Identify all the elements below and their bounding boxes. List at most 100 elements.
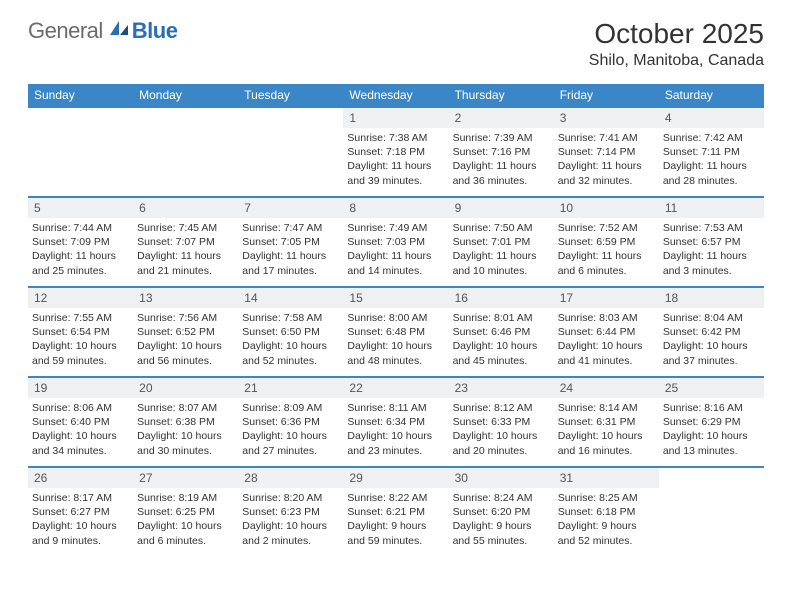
daylight-text: Daylight: 10 hours and 2 minutes. <box>242 519 339 547</box>
week-row: ...1Sunrise: 7:38 AMSunset: 7:18 PMDayli… <box>28 106 764 196</box>
sunset-text: Sunset: 7:03 PM <box>347 235 444 249</box>
sunrise-text: Sunrise: 7:56 AM <box>137 311 234 325</box>
day-cell: 3Sunrise: 7:41 AMSunset: 7:14 PMDaylight… <box>554 108 659 196</box>
page-root: General Blue October 2025 Shilo, Manitob… <box>0 0 792 574</box>
sunrise-text: Sunrise: 7:50 AM <box>453 221 550 235</box>
sunset-text: Sunset: 6:36 PM <box>242 415 339 429</box>
dow-sunday: Sunday <box>28 84 133 106</box>
day-number: 11 <box>659 198 764 218</box>
sunset-text: Sunset: 6:20 PM <box>453 505 550 519</box>
sunset-text: Sunset: 6:33 PM <box>453 415 550 429</box>
daylight-text: Daylight: 10 hours and 56 minutes. <box>137 339 234 367</box>
sunrise-text: Sunrise: 8:06 AM <box>32 401 129 415</box>
day-cell: 8Sunrise: 7:49 AMSunset: 7:03 PMDaylight… <box>343 198 448 286</box>
day-body: Sunrise: 7:41 AMSunset: 7:14 PMDaylight:… <box>554 128 659 193</box>
sunrise-text: Sunrise: 7:41 AM <box>558 131 655 145</box>
day-number: 31 <box>554 468 659 488</box>
daylight-text: Daylight: 9 hours and 52 minutes. <box>558 519 655 547</box>
day-cell: 15Sunrise: 8:00 AMSunset: 6:48 PMDayligh… <box>343 288 448 376</box>
daylight-text: Daylight: 11 hours and 36 minutes. <box>453 159 550 187</box>
calendar: Sunday Monday Tuesday Wednesday Thursday… <box>28 84 764 556</box>
day-body: Sunrise: 8:09 AMSunset: 6:36 PMDaylight:… <box>238 398 343 463</box>
day-body: Sunrise: 7:47 AMSunset: 7:05 PMDaylight:… <box>238 218 343 283</box>
sunrise-text: Sunrise: 8:14 AM <box>558 401 655 415</box>
sunrise-text: Sunrise: 8:25 AM <box>558 491 655 505</box>
sunset-text: Sunset: 6:40 PM <box>32 415 129 429</box>
day-cell: 23Sunrise: 8:12 AMSunset: 6:33 PMDayligh… <box>449 378 554 466</box>
day-cell: 12Sunrise: 7:55 AMSunset: 6:54 PMDayligh… <box>28 288 133 376</box>
sunrise-text: Sunrise: 7:53 AM <box>663 221 760 235</box>
day-cell: 21Sunrise: 8:09 AMSunset: 6:36 PMDayligh… <box>238 378 343 466</box>
day-number: 23 <box>449 378 554 398</box>
day-body: Sunrise: 7:45 AMSunset: 7:07 PMDaylight:… <box>133 218 238 283</box>
sunrise-text: Sunrise: 8:19 AM <box>137 491 234 505</box>
day-cell: 29Sunrise: 8:22 AMSunset: 6:21 PMDayligh… <box>343 468 448 556</box>
day-number: 21 <box>238 378 343 398</box>
day-body: Sunrise: 8:00 AMSunset: 6:48 PMDaylight:… <box>343 308 448 373</box>
day-cell: 14Sunrise: 7:58 AMSunset: 6:50 PMDayligh… <box>238 288 343 376</box>
sunset-text: Sunset: 7:11 PM <box>663 145 760 159</box>
sunset-text: Sunset: 6:38 PM <box>137 415 234 429</box>
logo-sail-icon <box>108 19 130 42</box>
day-body: Sunrise: 7:58 AMSunset: 6:50 PMDaylight:… <box>238 308 343 373</box>
day-body: Sunrise: 7:42 AMSunset: 7:11 PMDaylight:… <box>659 128 764 193</box>
day-number: 10 <box>554 198 659 218</box>
daylight-text: Daylight: 10 hours and 59 minutes. <box>32 339 129 367</box>
day-body: Sunrise: 8:07 AMSunset: 6:38 PMDaylight:… <box>133 398 238 463</box>
dow-saturday: Saturday <box>659 84 764 106</box>
day-cell: 28Sunrise: 8:20 AMSunset: 6:23 PMDayligh… <box>238 468 343 556</box>
day-body: Sunrise: 8:20 AMSunset: 6:23 PMDaylight:… <box>238 488 343 553</box>
day-body: Sunrise: 8:11 AMSunset: 6:34 PMDaylight:… <box>343 398 448 463</box>
day-number: 7 <box>238 198 343 218</box>
sunrise-text: Sunrise: 8:03 AM <box>558 311 655 325</box>
sunset-text: Sunset: 6:52 PM <box>137 325 234 339</box>
day-cell: 1Sunrise: 7:38 AMSunset: 7:18 PMDaylight… <box>343 108 448 196</box>
day-number: 9 <box>449 198 554 218</box>
day-cell: 4Sunrise: 7:42 AMSunset: 7:11 PMDaylight… <box>659 108 764 196</box>
sunset-text: Sunset: 6:57 PM <box>663 235 760 249</box>
day-body: Sunrise: 8:04 AMSunset: 6:42 PMDaylight:… <box>659 308 764 373</box>
daylight-text: Daylight: 10 hours and 52 minutes. <box>242 339 339 367</box>
sunset-text: Sunset: 6:27 PM <box>32 505 129 519</box>
day-number: 25 <box>659 378 764 398</box>
sunrise-text: Sunrise: 7:42 AM <box>663 131 760 145</box>
day-number: 1 <box>343 108 448 128</box>
day-cell: 19Sunrise: 8:06 AMSunset: 6:40 PMDayligh… <box>28 378 133 466</box>
week-row: 19Sunrise: 8:06 AMSunset: 6:40 PMDayligh… <box>28 376 764 466</box>
day-number: 20 <box>133 378 238 398</box>
daylight-text: Daylight: 11 hours and 25 minutes. <box>32 249 129 277</box>
day-number: 28 <box>238 468 343 488</box>
week-row: 12Sunrise: 7:55 AMSunset: 6:54 PMDayligh… <box>28 286 764 376</box>
day-body: Sunrise: 7:50 AMSunset: 7:01 PMDaylight:… <box>449 218 554 283</box>
sunset-text: Sunset: 6:21 PM <box>347 505 444 519</box>
day-cell: 26Sunrise: 8:17 AMSunset: 6:27 PMDayligh… <box>28 468 133 556</box>
sunset-text: Sunset: 6:50 PM <box>242 325 339 339</box>
weeks-container: ...1Sunrise: 7:38 AMSunset: 7:18 PMDayli… <box>28 106 764 556</box>
dow-monday: Monday <box>133 84 238 106</box>
day-of-week-header: Sunday Monday Tuesday Wednesday Thursday… <box>28 84 764 106</box>
day-number: 4 <box>659 108 764 128</box>
day-body: Sunrise: 8:24 AMSunset: 6:20 PMDaylight:… <box>449 488 554 553</box>
day-body: Sunrise: 8:06 AMSunset: 6:40 PMDaylight:… <box>28 398 133 463</box>
sunrise-text: Sunrise: 7:55 AM <box>32 311 129 325</box>
daylight-text: Daylight: 10 hours and 20 minutes. <box>453 429 550 457</box>
day-cell: 10Sunrise: 7:52 AMSunset: 6:59 PMDayligh… <box>554 198 659 286</box>
sunset-text: Sunset: 7:07 PM <box>137 235 234 249</box>
day-body: Sunrise: 8:14 AMSunset: 6:31 PMDaylight:… <box>554 398 659 463</box>
day-body: Sunrise: 8:25 AMSunset: 6:18 PMDaylight:… <box>554 488 659 553</box>
daylight-text: Daylight: 10 hours and 30 minutes. <box>137 429 234 457</box>
dow-wednesday: Wednesday <box>343 84 448 106</box>
sunrise-text: Sunrise: 7:45 AM <box>137 221 234 235</box>
day-body: Sunrise: 7:49 AMSunset: 7:03 PMDaylight:… <box>343 218 448 283</box>
daylight-text: Daylight: 11 hours and 17 minutes. <box>242 249 339 277</box>
sunset-text: Sunset: 6:44 PM <box>558 325 655 339</box>
day-body: Sunrise: 8:03 AMSunset: 6:44 PMDaylight:… <box>554 308 659 373</box>
day-number: 16 <box>449 288 554 308</box>
day-body: Sunrise: 7:53 AMSunset: 6:57 PMDaylight:… <box>659 218 764 283</box>
sunrise-text: Sunrise: 8:22 AM <box>347 491 444 505</box>
daylight-text: Daylight: 11 hours and 14 minutes. <box>347 249 444 277</box>
day-body: Sunrise: 8:17 AMSunset: 6:27 PMDaylight:… <box>28 488 133 553</box>
day-body: Sunrise: 7:56 AMSunset: 6:52 PMDaylight:… <box>133 308 238 373</box>
sunrise-text: Sunrise: 7:58 AM <box>242 311 339 325</box>
day-cell: 9Sunrise: 7:50 AMSunset: 7:01 PMDaylight… <box>449 198 554 286</box>
